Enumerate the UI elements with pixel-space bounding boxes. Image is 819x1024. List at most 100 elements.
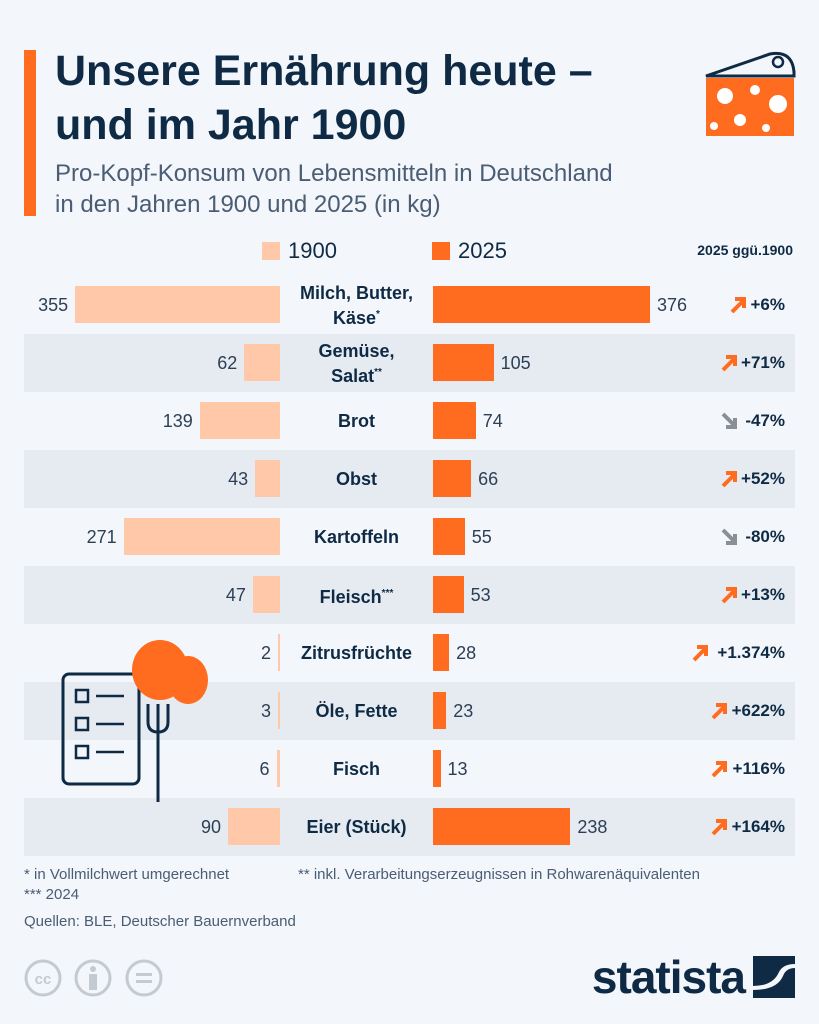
chart-row: 271 Kartoffeln 55 -80% [0, 508, 819, 566]
arrow-up-icon [721, 587, 737, 604]
menu-fork-illustration [61, 640, 208, 802]
chart-row: 62 Gemüse, Salat** 105 +71% [0, 334, 819, 392]
value-1900: 90 [201, 817, 222, 837]
chart-row: 90 Eier (Stück) 238 +164% [0, 798, 819, 856]
value-1900: 355 [38, 295, 69, 315]
value-2025: 13 [447, 759, 468, 779]
row-background [24, 334, 795, 392]
chart-subtitle: Pro-Kopf-Konsum von Lebensmitteln in Deu… [55, 158, 613, 220]
category-label: Fisch [332, 759, 380, 779]
title-line-2: und im Jahr 1900 [55, 101, 407, 149]
statista-logo-icon [753, 956, 795, 998]
row-background [24, 566, 795, 624]
legend-1900: 1900 [262, 238, 337, 264]
arrow-up-icon [711, 819, 727, 836]
value-1900: 2 [260, 643, 271, 663]
value-1900: 139 [162, 411, 193, 431]
bar-1900 [75, 286, 280, 323]
category-label: Zitrusfrüchte [300, 643, 412, 663]
bar-2025 [433, 576, 464, 613]
change-arrow [719, 334, 739, 392]
category-label: Kartoffeln [314, 527, 399, 547]
arrow-up-icon [692, 645, 708, 662]
bar-1900 [276, 750, 280, 787]
change-value: +6% [750, 295, 786, 314]
chart-title: Unsere Ernährung heute – und im Jahr 1900 [55, 44, 593, 152]
change-value: +622% [731, 701, 785, 720]
value-2025: 74 [482, 411, 503, 431]
svg-text:cc: cc [35, 971, 52, 988]
value-1900: 47 [225, 585, 246, 605]
value-2025: 238 [577, 817, 608, 837]
arrow-up-icon [721, 471, 737, 488]
category-label: Öle, Fette [315, 701, 398, 721]
footnote-3: *** 2024 [24, 886, 80, 903]
change-header: 2025 ggü.1900 [697, 242, 793, 258]
bar-1900 [252, 576, 280, 613]
category-label: Brot [338, 411, 375, 431]
legend-label-2025: 2025 [458, 238, 507, 263]
bar-1900 [278, 634, 280, 671]
chart-row: 47 Fleisch*** 53 +13% [0, 566, 819, 624]
value-2025: 53 [470, 585, 491, 605]
value-2025: 23 [453, 701, 474, 721]
change-value: +52% [741, 469, 785, 488]
category-label: Milch, Butter, Käse* [299, 282, 413, 328]
bar-1900 [278, 692, 280, 729]
legend-swatch-1900 [262, 242, 280, 260]
chart-row: 43 Obst 66 +52% [0, 450, 819, 508]
bar-2025 [433, 808, 571, 845]
bar-2025 [433, 344, 494, 381]
subtitle-line-1: Pro-Kopf-Konsum von Lebensmitteln in Deu… [55, 160, 613, 187]
row-background [24, 798, 795, 856]
change-arrow [719, 508, 739, 566]
legend-label-1900: 1900 [288, 238, 337, 263]
bar-2025 [433, 402, 476, 439]
bar-2025 [433, 692, 447, 729]
legend-swatch-2025 [432, 242, 450, 260]
title-line-1: Unsere Ernährung heute – [55, 47, 593, 95]
category-label: Obst [335, 469, 377, 489]
bar-2025 [433, 750, 441, 787]
value-1900: 271 [86, 527, 117, 547]
arrow-up-icon [730, 297, 747, 314]
footnote-1: * in Vollmilchwert umgerechnet [24, 866, 230, 883]
change-arrow [728, 276, 748, 334]
change-value: -47% [745, 411, 785, 430]
value-2025: 66 [478, 469, 499, 489]
chart-rows: 355 Milch, Butter, Käse* 376 +6% 62 Gemüs… [0, 276, 819, 856]
change-value: -80% [745, 527, 785, 546]
row-background [24, 450, 795, 508]
change-arrow [709, 798, 729, 856]
change-value: +164% [731, 817, 785, 836]
change-arrow [690, 624, 710, 682]
footnote-2: ** inkl. Verarbeitungserzeugnissen in Ro… [298, 866, 700, 883]
arrow-up-icon [721, 355, 737, 372]
chart-row: 139 Brot 74 -47% [0, 392, 819, 450]
value-1900: 6 [259, 759, 270, 779]
change-arrow [709, 682, 729, 740]
bar-2025 [433, 286, 650, 323]
arrow-down-icon [721, 528, 737, 545]
arrow-up-icon [711, 761, 727, 778]
value-1900: 62 [217, 353, 238, 373]
bar-2025 [433, 460, 472, 497]
accent-bar [24, 50, 36, 216]
bar-2025 [433, 634, 450, 671]
bar-1900 [244, 344, 280, 381]
category-label: Eier (Stück) [306, 817, 407, 837]
category-label: Fleisch*** [319, 586, 394, 607]
chart-row: 2 Zitrusfrüchte 28 +1.374% [0, 624, 819, 682]
change-arrow [709, 740, 729, 798]
bar-1900 [123, 518, 280, 555]
creative-commons-icons: cc [24, 959, 163, 997]
change-arrow [719, 566, 739, 624]
source-text: Quellen: BLE, Deutscher Bauernverband [24, 913, 296, 930]
chart-row: 355 Milch, Butter, Käse* 376 +6% [0, 276, 819, 334]
arrow-up-icon [711, 703, 727, 720]
subtitle-line-2: in den Jahren 1900 und 2025 (in kg) [55, 191, 441, 218]
value-2025: 105 [500, 353, 531, 373]
value-2025: 55 [471, 527, 492, 547]
bar-1900 [228, 808, 280, 845]
statista-wordmark: statista [591, 951, 746, 1003]
